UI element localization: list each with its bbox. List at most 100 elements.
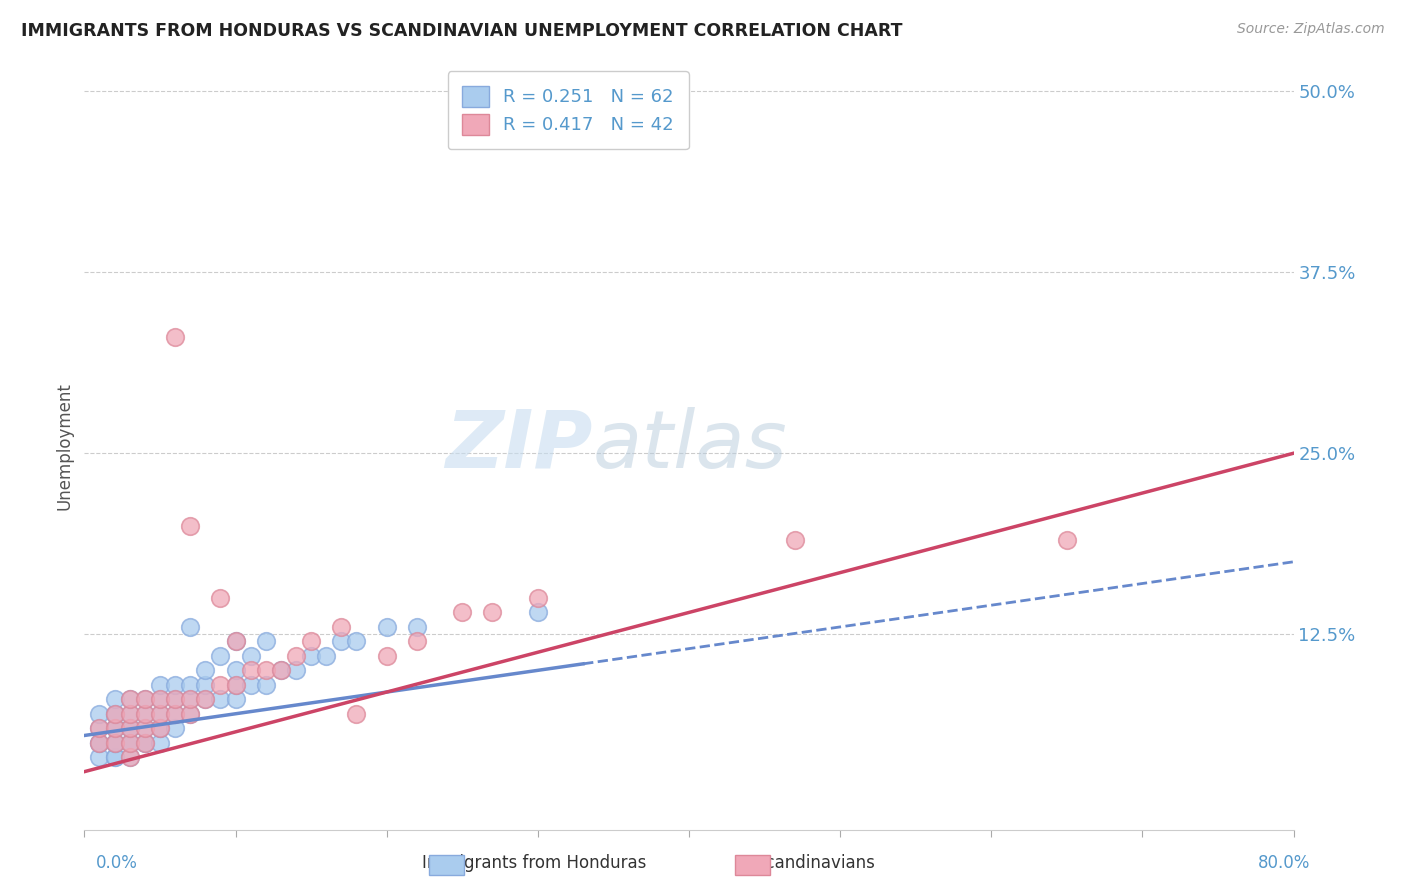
Point <box>149 721 172 735</box>
Point <box>89 706 111 721</box>
Point <box>179 518 201 533</box>
Point <box>225 634 247 648</box>
Point <box>225 664 247 678</box>
Point <box>165 678 187 692</box>
Point <box>179 678 201 692</box>
Point <box>165 706 187 721</box>
Point <box>346 706 368 721</box>
Point <box>165 706 187 721</box>
Point <box>179 706 201 721</box>
Point <box>239 648 262 663</box>
Point <box>134 736 156 750</box>
Point <box>104 721 127 735</box>
Point <box>299 648 322 663</box>
Point <box>104 736 127 750</box>
Point <box>149 678 172 692</box>
Point <box>179 692 201 706</box>
Point <box>118 736 141 750</box>
Point <box>285 648 308 663</box>
Point <box>118 750 141 764</box>
Point <box>134 736 156 750</box>
Point <box>104 706 127 721</box>
Point <box>481 606 503 620</box>
Point <box>118 721 141 735</box>
Point <box>134 692 156 706</box>
Point <box>179 692 201 706</box>
Point <box>149 736 172 750</box>
Point <box>89 736 111 750</box>
Point <box>179 706 201 721</box>
Point <box>209 648 232 663</box>
Point <box>104 692 127 706</box>
Point <box>134 736 156 750</box>
Point <box>89 736 111 750</box>
Text: Scandinavians: Scandinavians <box>755 855 876 872</box>
Point <box>104 736 127 750</box>
Point <box>149 692 172 706</box>
Point <box>134 706 156 721</box>
Point <box>451 606 474 620</box>
Point <box>209 678 232 692</box>
Point <box>118 692 141 706</box>
Point <box>165 721 187 735</box>
Point <box>527 606 550 620</box>
Point <box>89 721 111 735</box>
Point <box>104 750 127 764</box>
Point <box>104 706 127 721</box>
Point <box>194 678 217 692</box>
Point <box>104 721 127 735</box>
Point <box>149 721 172 735</box>
Point <box>375 648 398 663</box>
Point <box>330 620 353 634</box>
Point <box>134 721 156 735</box>
Point <box>165 692 187 706</box>
Point <box>194 692 217 706</box>
Point <box>239 664 262 678</box>
Point <box>179 620 201 634</box>
Point <box>118 736 141 750</box>
Point <box>225 678 247 692</box>
Point <box>209 692 232 706</box>
Point <box>104 736 127 750</box>
Text: 80.0%: 80.0% <box>1258 855 1310 872</box>
Point <box>254 634 277 648</box>
Point <box>134 706 156 721</box>
Point <box>254 678 277 692</box>
Point <box>104 706 127 721</box>
Point <box>118 706 141 721</box>
Point <box>406 634 429 648</box>
Point <box>104 721 127 735</box>
Text: Immigrants from Honduras: Immigrants from Honduras <box>422 855 647 872</box>
Point <box>225 678 247 692</box>
Point <box>285 664 308 678</box>
Text: Source: ZipAtlas.com: Source: ZipAtlas.com <box>1237 22 1385 37</box>
Point <box>118 736 141 750</box>
Point <box>118 721 141 735</box>
Point <box>239 678 262 692</box>
Point <box>89 736 111 750</box>
Text: IMMIGRANTS FROM HONDURAS VS SCANDINAVIAN UNEMPLOYMENT CORRELATION CHART: IMMIGRANTS FROM HONDURAS VS SCANDINAVIAN… <box>21 22 903 40</box>
Point <box>270 664 292 678</box>
Point <box>194 692 217 706</box>
Point <box>149 721 172 735</box>
Point <box>254 664 277 678</box>
Point <box>330 634 353 648</box>
Point <box>118 721 141 735</box>
Point <box>89 750 111 764</box>
Point <box>149 706 172 721</box>
Text: 0.0%: 0.0% <box>96 855 138 872</box>
Point <box>527 591 550 605</box>
Point <box>165 330 187 344</box>
Point <box>89 721 111 735</box>
Point <box>225 634 247 648</box>
Point <box>149 706 172 721</box>
Point <box>104 750 127 764</box>
Y-axis label: Unemployment: Unemployment <box>55 382 73 510</box>
Point <box>346 634 368 648</box>
Point <box>225 692 247 706</box>
Legend: R = 0.251   N = 62, R = 0.417   N = 42: R = 0.251 N = 62, R = 0.417 N = 42 <box>447 71 689 149</box>
Text: atlas: atlas <box>592 407 787 485</box>
Point <box>783 533 806 547</box>
Point <box>375 620 398 634</box>
Point <box>118 750 141 764</box>
